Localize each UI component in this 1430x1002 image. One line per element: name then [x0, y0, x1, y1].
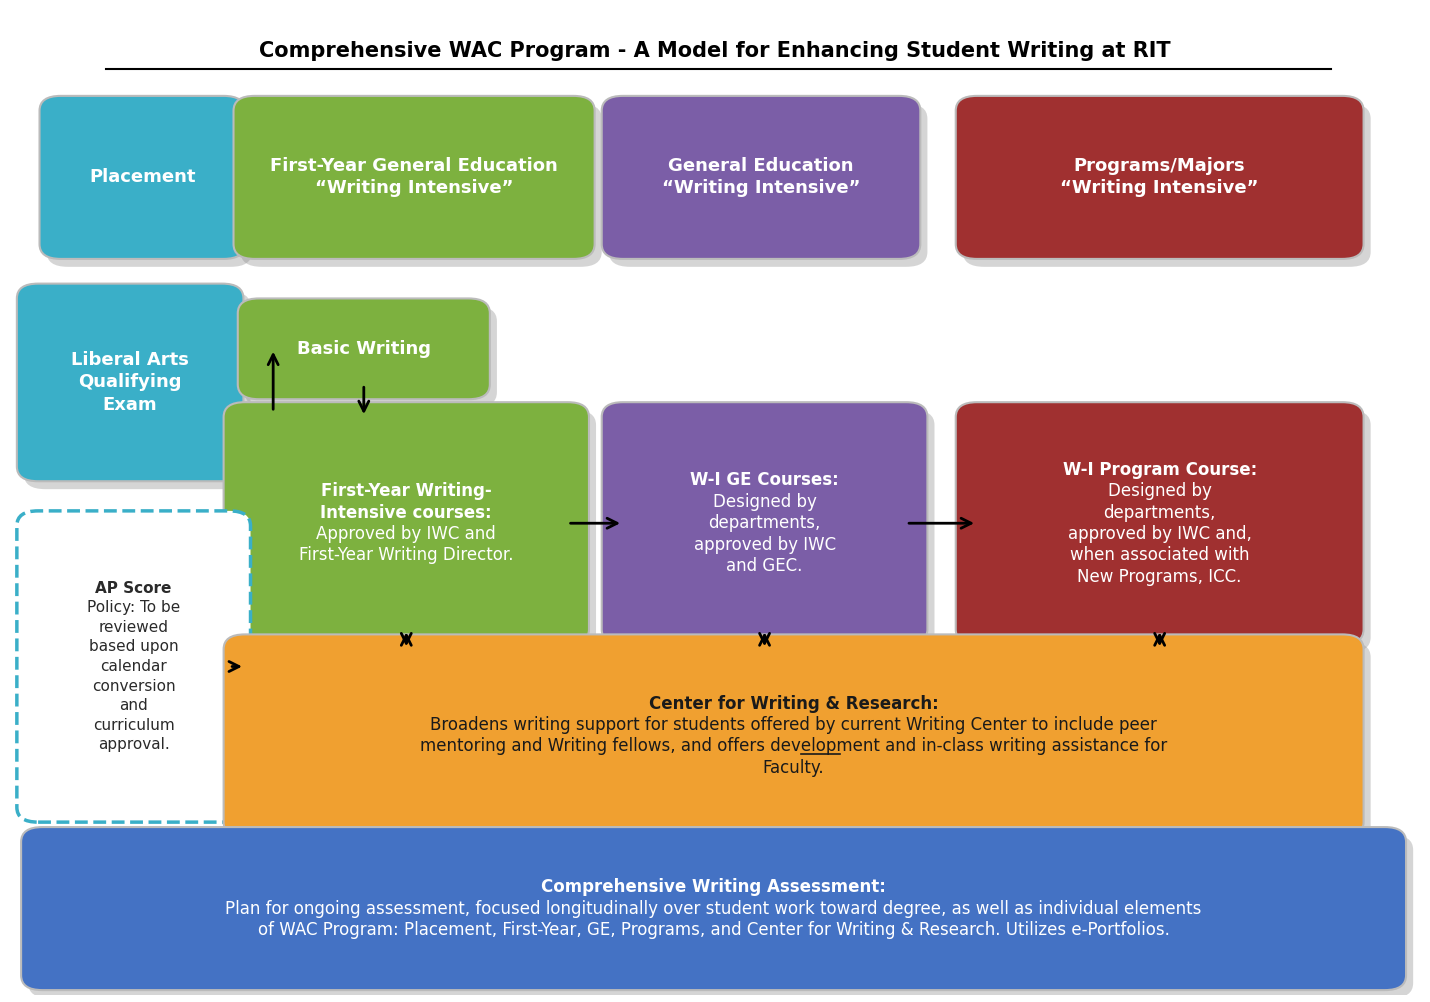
- FancyBboxPatch shape: [17, 511, 250, 822]
- Text: when associated with: when associated with: [1070, 546, 1250, 564]
- Text: approved by IWC: approved by IWC: [694, 536, 835, 553]
- FancyBboxPatch shape: [29, 835, 1413, 998]
- FancyBboxPatch shape: [230, 642, 1371, 845]
- FancyBboxPatch shape: [955, 402, 1364, 644]
- FancyBboxPatch shape: [17, 284, 243, 481]
- Text: Placement: Placement: [89, 168, 196, 186]
- Text: approved by IWC and,: approved by IWC and,: [1068, 525, 1251, 543]
- Text: Designed by: Designed by: [1108, 482, 1211, 500]
- Text: W-I Program Course:: W-I Program Course:: [1062, 461, 1257, 479]
- FancyBboxPatch shape: [40, 96, 245, 259]
- Text: Plan for ongoing assessment, focused longitudinally over student work toward deg: Plan for ongoing assessment, focused lon…: [226, 900, 1201, 918]
- Text: Intensive courses:: Intensive courses:: [320, 504, 492, 522]
- Text: Liberal Arts
Qualifying
Exam: Liberal Arts Qualifying Exam: [72, 352, 189, 414]
- FancyBboxPatch shape: [21, 827, 1406, 990]
- Text: Programs/Majors
“Writing Intensive”: Programs/Majors “Writing Intensive”: [1061, 157, 1258, 197]
- Text: Basic Writing: Basic Writing: [297, 340, 430, 358]
- FancyBboxPatch shape: [230, 410, 596, 652]
- Text: Comprehensive Writing Assessment:: Comprehensive Writing Assessment:: [541, 878, 887, 896]
- Text: New Programs, ICC.: New Programs, ICC.: [1077, 568, 1241, 585]
- Text: mentoring and Writing fellows, and offers development and in-class writing assis: mentoring and Writing fellows, and offer…: [420, 737, 1167, 756]
- FancyBboxPatch shape: [602, 96, 921, 259]
- FancyBboxPatch shape: [223, 634, 1364, 837]
- Text: W-I GE Courses:: W-I GE Courses:: [691, 472, 839, 490]
- Text: calendar: calendar: [100, 659, 167, 674]
- Text: and: and: [119, 698, 149, 713]
- FancyBboxPatch shape: [24, 292, 250, 489]
- Text: conversion: conversion: [92, 678, 176, 693]
- FancyBboxPatch shape: [223, 402, 589, 644]
- FancyBboxPatch shape: [962, 104, 1371, 267]
- FancyBboxPatch shape: [609, 104, 928, 267]
- Text: Center for Writing & Research:: Center for Writing & Research:: [649, 694, 938, 712]
- Text: Approved by IWC and: Approved by IWC and: [316, 525, 496, 543]
- FancyBboxPatch shape: [233, 96, 595, 259]
- FancyBboxPatch shape: [609, 410, 934, 652]
- Text: of WAC Program: Placement, First-Year, GE, Programs, and Center for Writing & Re: of WAC Program: Placement, First-Year, G…: [257, 921, 1170, 939]
- Text: departments,: departments,: [1104, 504, 1216, 522]
- Text: departments,: departments,: [708, 514, 821, 532]
- Text: curriculum: curriculum: [93, 717, 174, 732]
- FancyBboxPatch shape: [245, 307, 496, 407]
- Text: Policy: To be: Policy: To be: [87, 600, 180, 615]
- FancyBboxPatch shape: [955, 96, 1364, 259]
- FancyBboxPatch shape: [240, 104, 602, 267]
- Text: approval.: approval.: [97, 737, 170, 753]
- FancyBboxPatch shape: [602, 402, 928, 644]
- FancyBboxPatch shape: [47, 104, 252, 267]
- Text: Designed by: Designed by: [712, 493, 817, 511]
- Text: AP Score: AP Score: [96, 581, 172, 595]
- Text: Faculty.: Faculty.: [762, 759, 825, 777]
- FancyBboxPatch shape: [237, 299, 490, 399]
- Text: First-Year Writing Director.: First-Year Writing Director.: [299, 546, 513, 564]
- Text: First-Year General Education
“Writing Intensive”: First-Year General Education “Writing In…: [270, 157, 558, 197]
- Text: and GEC.: and GEC.: [726, 557, 802, 575]
- FancyBboxPatch shape: [962, 410, 1371, 652]
- Text: Broadens writing support for students offered by current Writing Center to inclu: Broadens writing support for students of…: [430, 716, 1157, 734]
- Text: based upon: based upon: [89, 639, 179, 654]
- Text: First-Year Writing-: First-Year Writing-: [320, 482, 492, 500]
- Text: General Education
“Writing Intensive”: General Education “Writing Intensive”: [662, 157, 861, 197]
- Text: Comprehensive WAC Program - A Model for Enhancing Student Writing at RIT: Comprehensive WAC Program - A Model for …: [259, 41, 1171, 61]
- Text: reviewed: reviewed: [99, 620, 169, 635]
